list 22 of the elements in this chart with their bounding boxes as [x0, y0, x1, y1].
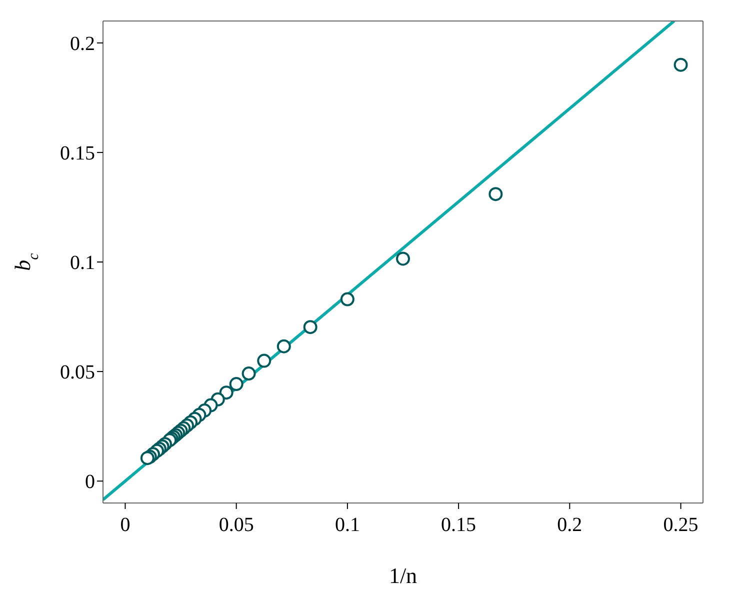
- y-tick-label: 0: [85, 471, 95, 494]
- y-tick-label: 0.2: [70, 33, 95, 56]
- point: [303, 320, 318, 334]
- point: [340, 292, 354, 306]
- x-axis-title: 1/n: [388, 563, 418, 588]
- x-tick-label: 0.05: [218, 514, 254, 536]
- x-tick-label: 0.15: [441, 514, 476, 536]
- x-tick-label: 0.25: [663, 514, 698, 536]
- x-tick-label: 0: [120, 514, 130, 536]
- y-tick-label: 0.15: [60, 142, 95, 165]
- point: [242, 366, 256, 381]
- point: [396, 252, 410, 266]
- x-tick-label: 0.1: [334, 514, 360, 536]
- point: [140, 451, 154, 466]
- y-tick-label: 0.05: [60, 362, 95, 384]
- point: [229, 377, 244, 392]
- point: [276, 339, 291, 354]
- point: [257, 354, 272, 368]
- point: [488, 187, 503, 202]
- y-tick-label: 0.1: [70, 252, 95, 274]
- point: [674, 58, 688, 72]
- x-tick-label: 0.2: [557, 514, 582, 536]
